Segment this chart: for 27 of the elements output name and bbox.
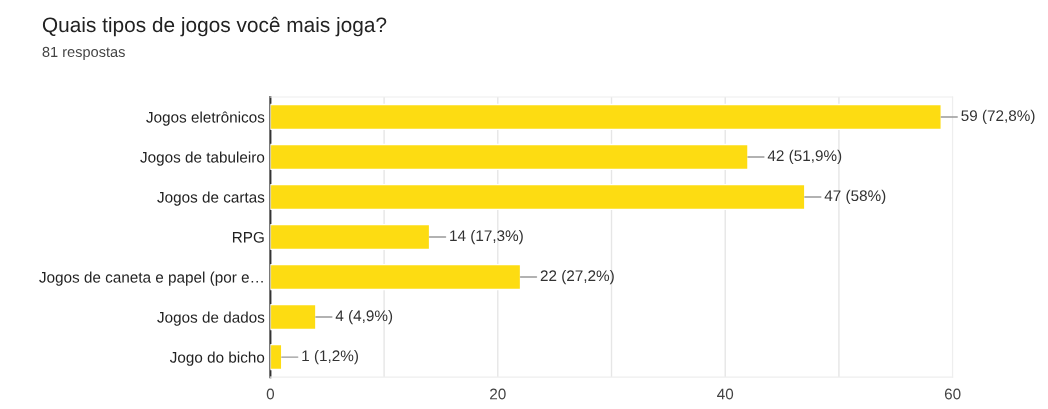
bar [270,103,942,131]
bar [270,143,749,171]
data-label: 14 (17,3%) [450,229,523,245]
data-label: 59 (72,8%) [961,109,1035,125]
bar [270,303,317,331]
y-tick-label: Jogos de caneta e papel (por e… [39,271,263,286]
x-tick-label: 0 [266,388,275,400]
y-tick-label: Jogos eletrônicos [146,111,265,126]
data-label: 4 (4,9%) [335,309,393,325]
bar [270,343,283,371]
chart-title: Quais tipos de jogos você mais joga? [42,16,387,37]
x-tick-label: 20 [490,388,506,400]
y-tick-label: Jogo do bicho [169,351,265,366]
data-label: 42 (51,9%) [767,149,842,165]
x-tick-label: 60 [944,388,961,400]
bar [270,263,522,291]
x-tick-label: 40 [717,388,734,400]
text: 81 respostas [42,46,125,60]
y-tick-label: RPG [232,231,264,243]
data-label: 22 (27,2%) [540,269,614,285]
y-tick-label: Jogos de cartas [157,191,265,206]
y-tick-label: Jogos de dados [157,311,265,326]
bar [270,183,806,211]
data-label: 1 (1,2%) [302,349,358,365]
y-tick-label: Jogos de tabuleiro [140,151,265,166]
bar [270,223,431,251]
data-label: 47 (58%) [824,189,886,205]
